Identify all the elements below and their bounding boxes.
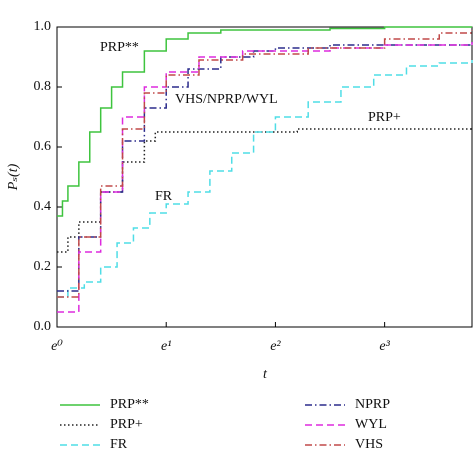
y-tick-label: 0.2 (34, 259, 52, 274)
legend-label: PRP** (110, 397, 149, 412)
series-line (57, 128, 472, 253)
series-line (57, 60, 473, 298)
x-tick-label: e² (270, 339, 281, 354)
series-line (57, 30, 473, 298)
annotation: FR (155, 189, 173, 204)
x-tick-label: e¹ (161, 339, 171, 354)
legend-label: NPRP (355, 397, 390, 412)
plot-frame (56, 26, 473, 328)
series-line (57, 26, 472, 217)
y-axis-label: Pₛ(t) (6, 163, 21, 191)
legend-label: FR (110, 437, 128, 452)
annotation: PRP+ (368, 110, 401, 125)
y-tick-label: 0.4 (34, 199, 52, 214)
x-tick-label: e⁰ (51, 339, 63, 354)
annotation: VHS/NPRP/WYL (175, 92, 278, 107)
series-line (57, 42, 473, 313)
y-tick-label: 0.0 (34, 319, 52, 334)
y-tick-label: 0.8 (34, 79, 52, 94)
x-axis-label: t (263, 367, 268, 382)
annotation: PRP** (100, 40, 139, 55)
legend-label: WYL (355, 417, 387, 432)
x-tick-label: e³ (379, 339, 390, 354)
series-line (57, 42, 473, 292)
y-tick-label: 1.0 (34, 19, 52, 34)
legend-label: PRP+ (110, 417, 143, 432)
legend-label: VHS (355, 437, 383, 452)
y-tick-label: 0.6 (34, 139, 52, 154)
